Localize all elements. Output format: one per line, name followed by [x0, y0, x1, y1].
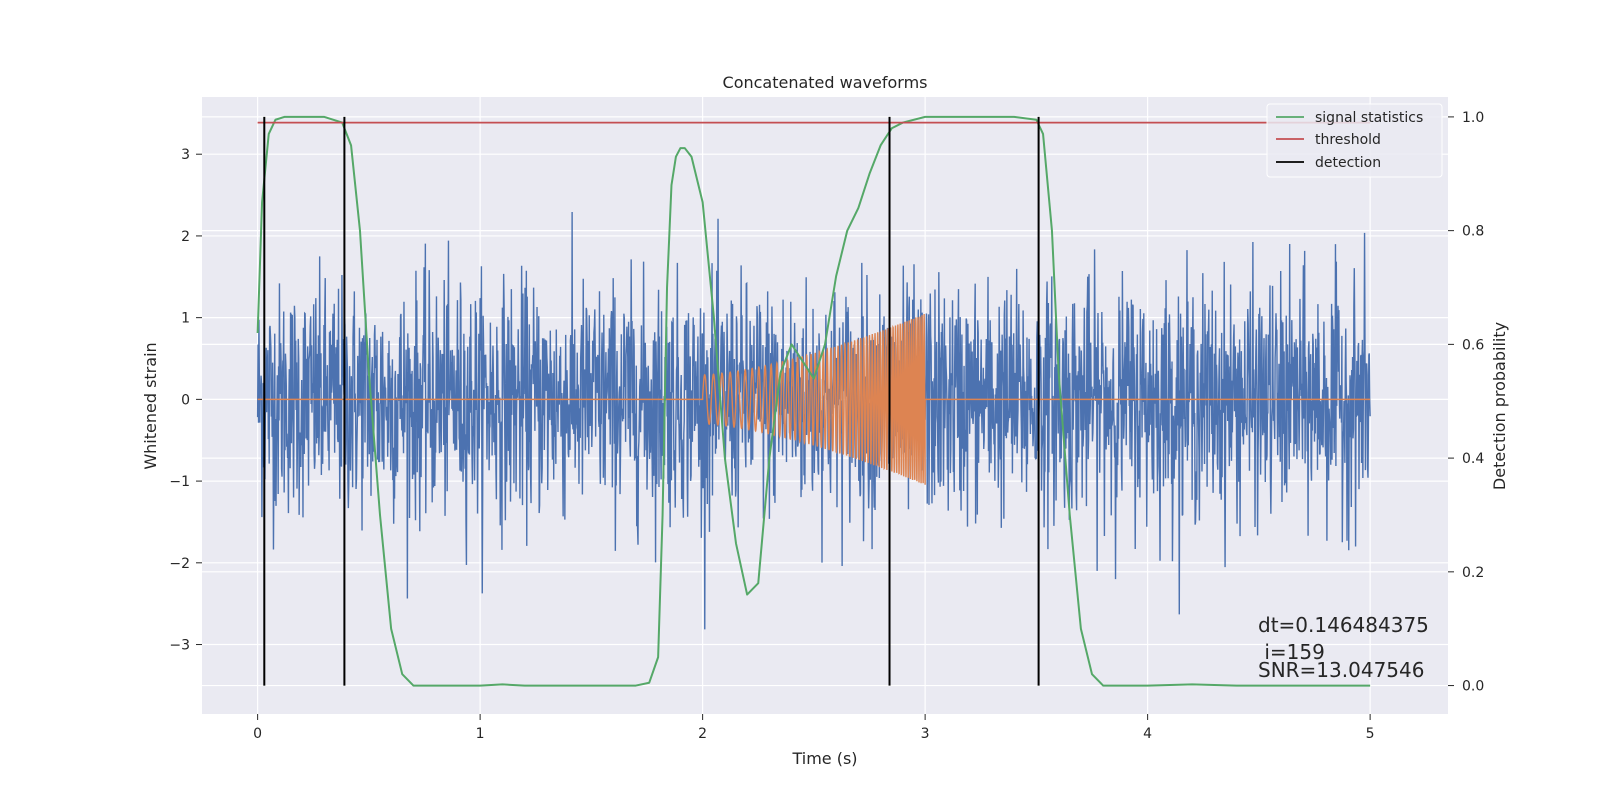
- legend: signal statistics threshold detection: [1266, 103, 1443, 178]
- y-tick-label-right: 0.8: [1462, 224, 1484, 240]
- x-tick-label: 3: [921, 726, 930, 742]
- x-tick-label: 2: [698, 726, 707, 742]
- waveform-series: [257, 313, 1371, 485]
- y-axis-label-right: Detection probability: [1490, 322, 1509, 490]
- stat-layer: [256, 115, 1371, 687]
- signal-statistics-series: [256, 115, 1371, 687]
- y-tick-label: 3: [181, 147, 190, 163]
- y-tick-label: 1: [181, 311, 190, 327]
- x-tick-label: 0: [253, 726, 262, 742]
- y-tick-label-right: 0.0: [1462, 679, 1484, 695]
- chart-title: Concatenated waveforms: [723, 73, 928, 92]
- legend-label-detection: detection: [1315, 155, 1381, 171]
- ticks: 0 1 2 3 4 5 −3 −2 −1 0 1 2 3 0.0 0.2 0.4 0.6 0.8 1.0: [169, 110, 1484, 742]
- y-tick-label: 2: [181, 229, 190, 245]
- y-tick-label-right: 0.4: [1462, 451, 1484, 467]
- legend-label-threshold: threshold: [1315, 132, 1381, 148]
- y-tick-label-right: 1.0: [1462, 110, 1484, 126]
- annotation-index: i=159: [1258, 640, 1325, 664]
- y-tick-label: −3: [169, 638, 190, 654]
- detection-layer: [263, 116, 1040, 686]
- legend-label-signal-statistics: signal statistics: [1315, 110, 1423, 126]
- legend-box: [1266, 103, 1443, 178]
- annotation-snr: SNR=13.047546: [1258, 658, 1424, 682]
- y-tick-label: −1: [169, 474, 190, 490]
- x-tick-label: 4: [1143, 726, 1152, 742]
- annotation-dt: dt=0.146484375: [1258, 613, 1429, 637]
- y-axis-label: Whitened strain: [141, 342, 160, 469]
- x-tick-label: 5: [1366, 726, 1375, 742]
- y-tick-label-right: 0.6: [1462, 337, 1484, 353]
- y-tick-label: −2: [169, 556, 190, 572]
- y-tick-label: 0: [181, 392, 190, 408]
- waveform-layer: [257, 313, 1371, 485]
- x-axis-label: Time (s): [791, 749, 857, 768]
- x-tick-label: 1: [476, 726, 485, 742]
- y-tick-label-right: 0.2: [1462, 565, 1484, 581]
